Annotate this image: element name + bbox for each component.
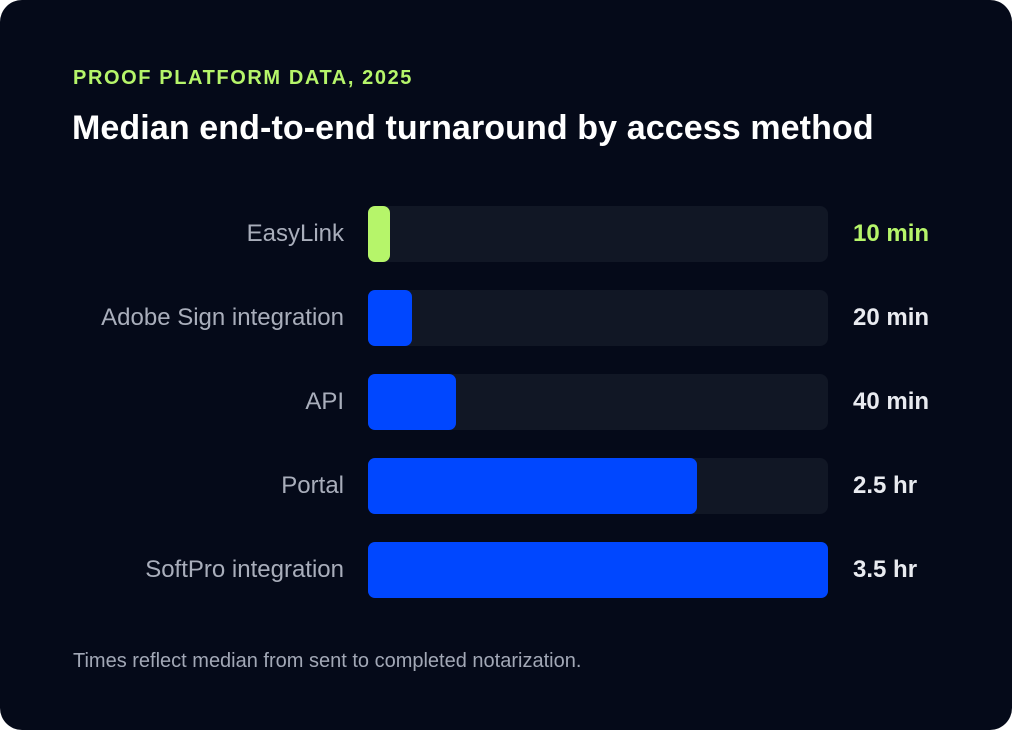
category-label: SoftPro integration	[145, 556, 344, 583]
bar-track	[368, 290, 828, 346]
category-label: EasyLink	[246, 220, 344, 247]
chart-title: Median end-to-end turnaround by access m…	[72, 109, 874, 147]
bar-portal	[368, 458, 697, 514]
bar-adobe-sign-integration	[368, 290, 412, 346]
chart-eyebrow: PROOF PLATFORM DATA, 2025	[73, 67, 414, 89]
value-label: 40 min	[853, 388, 930, 415]
value-label: 3.5 hr	[853, 556, 918, 583]
value-label: 2.5 hr	[853, 472, 918, 499]
bar-easylink	[368, 206, 390, 262]
bar-softpro-integration	[368, 542, 828, 598]
bar-track	[368, 206, 828, 262]
category-label: API	[305, 388, 344, 415]
category-label: Portal	[281, 472, 344, 499]
value-label: 20 min	[853, 304, 930, 331]
category-label: Adobe Sign integration	[101, 304, 344, 331]
bar-api	[368, 374, 456, 430]
value-label: 10 min	[853, 220, 930, 247]
chart-footnote: Times reflect median from sent to comple…	[73, 650, 582, 672]
